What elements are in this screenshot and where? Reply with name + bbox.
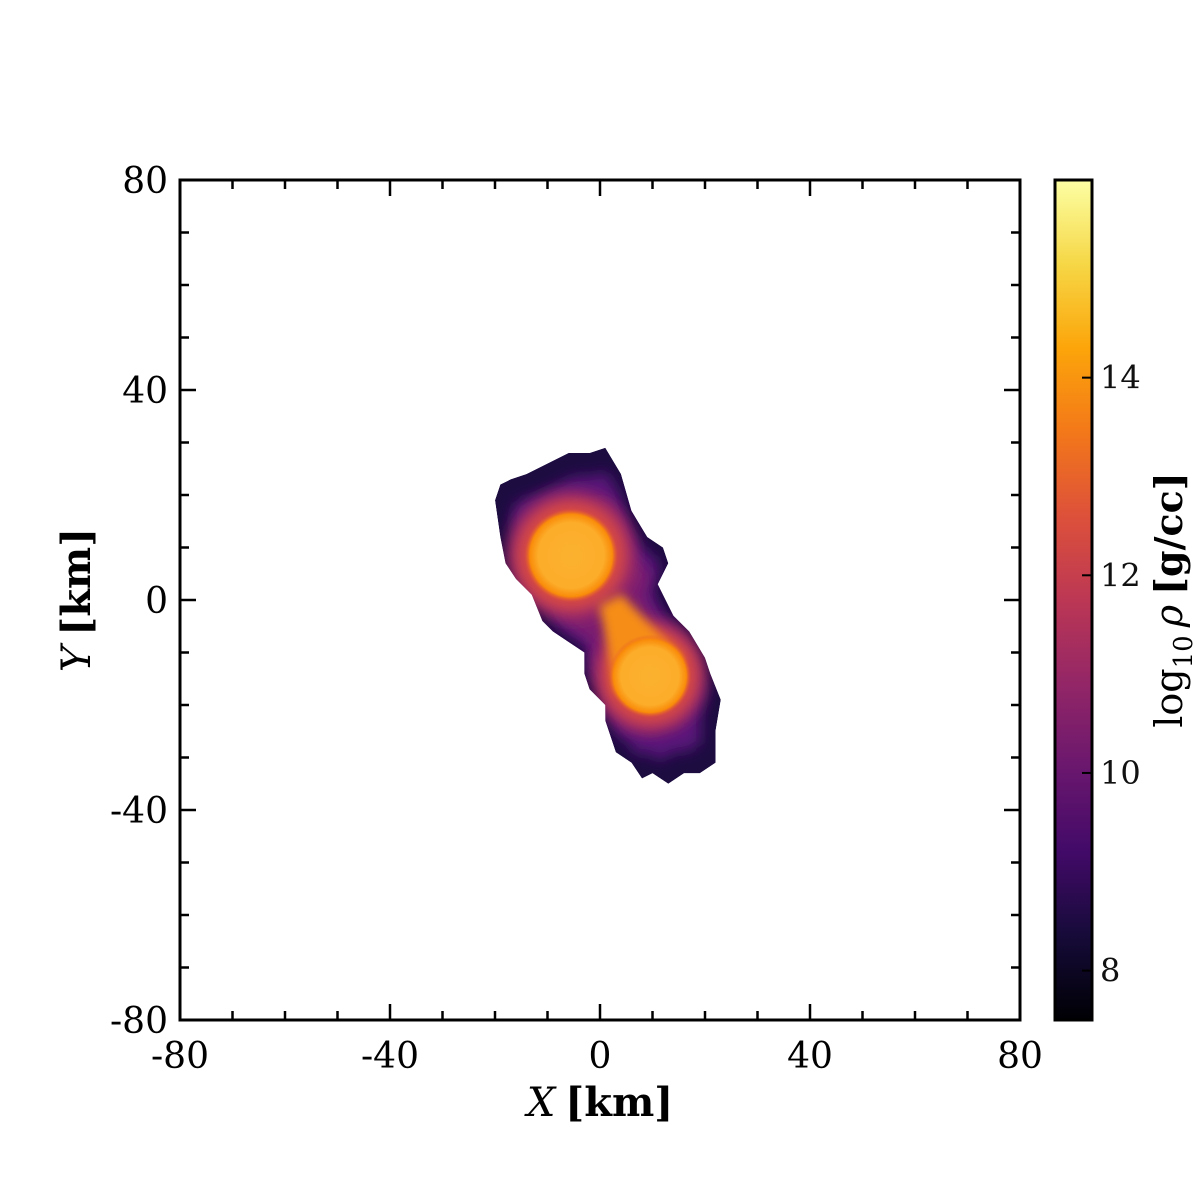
axis-tick-labels: -80 -40 0 40 80 -80 -40 0 40 80 (110, 161, 1043, 1077)
y-tick-label: 40 (122, 371, 168, 412)
colorbar-ticks: 8 10 12 14 (1082, 359, 1141, 990)
colorbar-tick-label: 10 (1100, 754, 1141, 792)
x-tick-label: -40 (361, 1036, 419, 1077)
axis-ticks (178, 178, 1022, 1022)
colorbar-tick-label: 12 (1100, 556, 1141, 594)
dense-cores (524, 508, 692, 718)
y-tick-label: 80 (122, 161, 168, 202)
x-tick-label: 80 (997, 1036, 1043, 1077)
colorbar-title: log10ρ[g/cc] (1146, 472, 1199, 727)
colorbar-tick-label: 8 (1100, 952, 1120, 990)
upper-core (524, 508, 618, 603)
y-tick-label: -80 (110, 1001, 168, 1042)
colorbar (1053, 178, 1094, 1022)
y-tick-label: -40 (110, 791, 168, 832)
colorbar-tick-label: 14 (1100, 359, 1141, 397)
lower-core (608, 634, 692, 718)
density-field (495, 447, 721, 784)
y-axis-title: Y[km] (53, 528, 100, 672)
x-tick-label: -80 (151, 1036, 209, 1077)
y-tick-label: 0 (145, 581, 168, 622)
x-axis-title: X [km] (524, 1079, 673, 1126)
x-tick-label: 0 (589, 1036, 612, 1077)
x-tick-label: 40 (787, 1036, 833, 1077)
